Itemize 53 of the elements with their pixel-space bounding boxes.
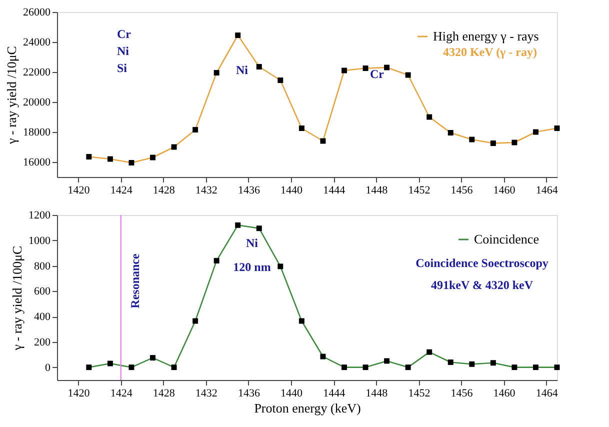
x-tick-label: 1428 <box>152 184 176 196</box>
annotation: Ni <box>246 236 259 250</box>
x-tick-label: 1448 <box>366 184 388 196</box>
x-tick-label: 1420 <box>68 184 90 196</box>
legend-label: High energy γ - rays <box>433 28 539 44</box>
y-tick-label: 18000 <box>23 126 51 138</box>
legend-label: Coincidence <box>474 232 540 246</box>
x-tick-label: 1444 <box>323 184 346 196</box>
x-axis-title: Proton energy (keV) <box>254 400 361 416</box>
x-tick-label: 1460 <box>493 388 516 400</box>
x-tick-label: 1456 <box>450 388 474 400</box>
annotation: 491keV & 4320 keV <box>430 278 534 292</box>
y-tick-label: 26000 <box>23 6 51 18</box>
x-tick-label: 1452 <box>408 184 430 196</box>
y-axis-title: γ - ray yield /100μC <box>10 246 24 352</box>
x-tick-label: 1456 <box>450 184 474 196</box>
x-tick-label: 1452 <box>408 388 430 400</box>
y-tick-label: 400 <box>34 311 51 324</box>
x-tick-label: 1424 <box>110 184 133 196</box>
x-tick-label: 1436 <box>238 388 260 400</box>
ref-line-label: Resonance <box>128 253 142 308</box>
x-tick-label: 1464 <box>536 388 558 400</box>
annotation: Ni <box>117 44 130 58</box>
y-tick-label: 200 <box>34 336 51 348</box>
y-tick-label: 22000 <box>23 66 51 78</box>
x-tick-label: 1460 <box>493 184 516 196</box>
x-tick-label: 1424 <box>110 388 133 400</box>
annotation: Cr <box>117 27 132 41</box>
x-tick-label: 1448 <box>366 388 388 400</box>
y-tick-label: 800 <box>34 260 51 272</box>
y-tick-label: 1000 <box>28 234 51 247</box>
annotation: Ni <box>236 63 249 77</box>
y-axis-title: γ - ray yield /10μC <box>4 46 19 145</box>
x-tick-label: 1432 <box>195 388 218 400</box>
x-tick-label: 1440 <box>280 184 304 196</box>
annotation: Cr <box>370 67 385 81</box>
annotation: Si <box>117 61 128 75</box>
y-tick-label: 24000 <box>23 36 51 48</box>
y-tick-label: 16000 <box>23 156 51 168</box>
x-tick-label: 1444 <box>323 388 346 400</box>
x-tick-label: 1436 <box>238 184 260 196</box>
annotation: 120 nm <box>233 260 271 274</box>
y-tick-label: 600 <box>34 286 51 298</box>
annotation: 4320 KeV (γ - ray) <box>442 45 537 59</box>
y-tick-label: 0 <box>45 362 51 374</box>
annotation: Coincidence Soectroscopy <box>416 256 548 270</box>
x-tick-label: 1420 <box>68 388 90 400</box>
y-tick-label: 1200 <box>28 210 51 222</box>
x-tick-label: 1432 <box>195 184 218 196</box>
x-tick-label: 1428 <box>152 388 176 400</box>
y-tick-label: 20000 <box>23 96 51 108</box>
x-tick-label: 1440 <box>280 388 304 400</box>
x-tick-label: 1464 <box>536 184 558 196</box>
